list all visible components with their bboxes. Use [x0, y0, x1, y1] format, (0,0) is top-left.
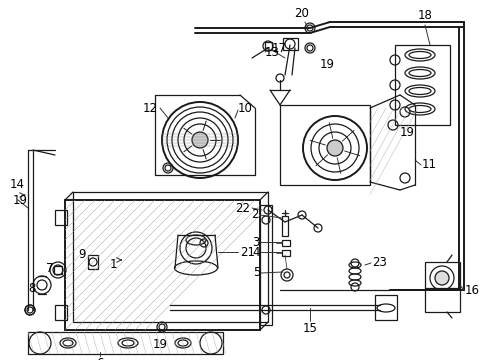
Text: 5: 5 — [252, 266, 260, 279]
Bar — [283, 38, 297, 50]
Bar — [54, 266, 62, 274]
Bar — [55, 305, 67, 320]
Text: 6: 6 — [96, 357, 103, 360]
Text: 17: 17 — [271, 41, 286, 54]
Text: 19: 19 — [13, 194, 28, 207]
Text: 22: 22 — [235, 202, 249, 215]
Text: 21: 21 — [240, 246, 254, 258]
Text: 8: 8 — [28, 282, 35, 294]
Bar — [264, 42, 271, 50]
Bar — [424, 262, 459, 312]
Circle shape — [434, 271, 448, 285]
Text: 15: 15 — [302, 322, 317, 335]
Text: 23: 23 — [371, 256, 386, 269]
Bar — [28, 332, 223, 354]
Bar — [65, 200, 260, 330]
Bar — [55, 210, 67, 225]
Text: 20: 20 — [294, 7, 309, 20]
Bar — [260, 205, 271, 325]
Bar — [282, 240, 289, 246]
Text: 7: 7 — [46, 261, 53, 274]
Circle shape — [326, 140, 342, 156]
Text: 3: 3 — [252, 235, 260, 248]
Text: 19: 19 — [399, 126, 414, 139]
Text: 10: 10 — [238, 102, 252, 114]
Bar — [282, 216, 287, 236]
Bar — [280, 105, 369, 185]
Text: 9: 9 — [78, 248, 85, 261]
Text: 19: 19 — [152, 338, 167, 351]
Bar — [282, 250, 289, 256]
Text: 1: 1 — [110, 258, 117, 271]
Text: 2: 2 — [251, 208, 259, 221]
Circle shape — [192, 132, 207, 148]
Bar — [88, 255, 98, 269]
Text: 13: 13 — [264, 45, 279, 58]
Bar — [73, 192, 267, 322]
Text: 14: 14 — [10, 179, 25, 192]
Text: 18: 18 — [417, 9, 431, 22]
Text: 12: 12 — [142, 102, 158, 114]
Bar — [374, 295, 396, 320]
Bar — [394, 45, 449, 125]
Text: 11: 11 — [421, 158, 436, 171]
Text: 19: 19 — [319, 58, 334, 72]
Text: 16: 16 — [464, 284, 479, 297]
Text: 4: 4 — [252, 246, 260, 258]
